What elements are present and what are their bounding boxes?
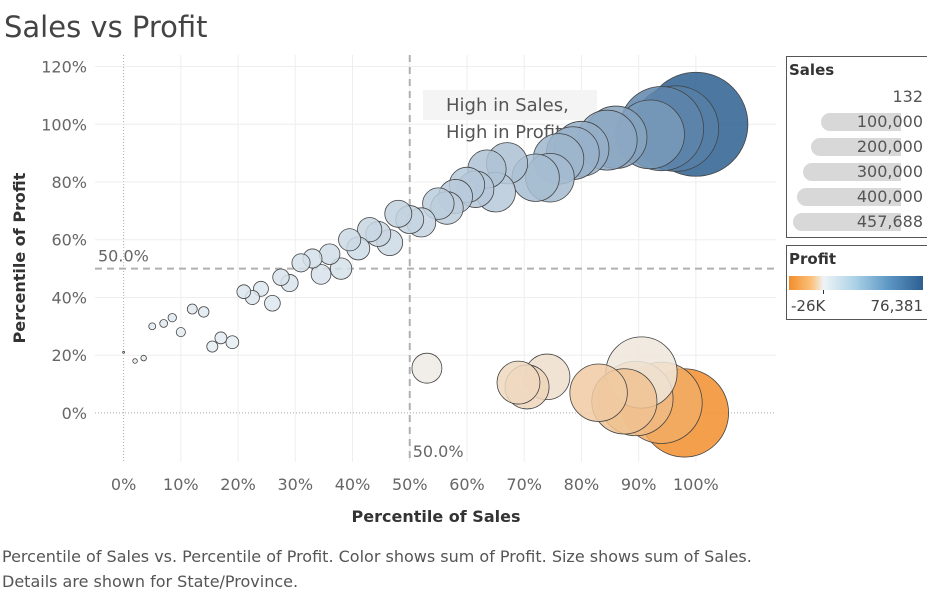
profit-color-legend[interactable]: Profit -26K 76,381 xyxy=(786,245,927,320)
y-tick-label: 60% xyxy=(51,231,87,250)
data-points xyxy=(122,71,749,458)
y-axis-title: Percentile of Profit xyxy=(10,172,29,343)
page-title: Sales vs Profit xyxy=(4,10,208,44)
size-legend-value: 132 xyxy=(892,87,923,106)
size-legend-value: 200,000 xyxy=(856,137,923,156)
x-tick-label: 40% xyxy=(335,475,371,494)
size-legend-bar xyxy=(803,163,901,181)
size-legend-bar xyxy=(811,138,901,156)
x-tick-label: 90% xyxy=(621,475,657,494)
scatter-chart: 50.0% 50.0% High in Sales, High in Profit… xyxy=(10,55,776,526)
data-point[interactable] xyxy=(291,253,311,273)
y-tick-label: 0% xyxy=(62,404,87,423)
x-tick-label: 20% xyxy=(220,475,256,494)
data-point[interactable] xyxy=(357,217,383,243)
data-point[interactable] xyxy=(272,268,290,286)
data-point[interactable] xyxy=(167,313,177,323)
chart-caption: Percentile of Sales vs. Percentile of Pr… xyxy=(2,547,752,591)
data-point[interactable] xyxy=(214,331,228,345)
data-point[interactable] xyxy=(310,264,332,285)
axis-ticks: 0% 10% 20% 30% 40% 50% 60% 70% 80% 90% 100% 0% 20% 40… xyxy=(41,58,719,494)
data-point[interactable] xyxy=(140,354,147,362)
data-point[interactable] xyxy=(175,327,186,338)
size-legend-bar xyxy=(797,188,901,206)
data-point[interactable] xyxy=(329,257,353,280)
annotation-line-1: High in Sales, xyxy=(446,95,569,116)
sales-size-legend[interactable]: Sales 132 100,000 200,000 300,000 400,00… xyxy=(786,56,927,238)
size-legend-bar xyxy=(793,213,901,231)
x-tick-label: 80% xyxy=(564,475,600,494)
annotation-line-2: High in Profit xyxy=(446,122,562,143)
size-legend-value: 300,000 xyxy=(856,162,923,181)
data-point[interactable] xyxy=(159,319,168,328)
data-point[interactable] xyxy=(186,303,198,315)
data-point[interactable] xyxy=(132,358,138,364)
size-legend-value: 457,688 xyxy=(856,212,923,231)
x-tick-label: 30% xyxy=(278,475,314,494)
size-legend-value: 100,000 xyxy=(856,112,923,131)
data-point[interactable] xyxy=(236,284,252,299)
x-tick-label: 10% xyxy=(163,475,199,494)
data-point[interactable] xyxy=(225,335,240,350)
x-tick-label: 0% xyxy=(111,475,136,494)
profit-legend-title: Profit xyxy=(789,250,836,268)
data-point[interactable] xyxy=(264,294,281,312)
sales-legend-title: Sales xyxy=(789,61,835,79)
data-point[interactable] xyxy=(148,322,157,331)
y-tick-label: 80% xyxy=(51,173,87,192)
profit-color-ramp xyxy=(789,276,923,290)
x-tick-label: 70% xyxy=(506,475,542,494)
x-reference-label: 50.0% xyxy=(413,442,464,461)
x-tick-label: 50% xyxy=(392,475,428,494)
annotation: High in Sales, High in Profit xyxy=(423,90,597,143)
data-point[interactable] xyxy=(122,350,126,354)
data-point[interactable] xyxy=(411,352,443,384)
data-point[interactable] xyxy=(569,363,628,422)
data-point[interactable] xyxy=(338,228,362,252)
size-legend-value: 400,000 xyxy=(856,187,923,206)
data-point[interactable] xyxy=(384,199,413,228)
x-tick-label: 100% xyxy=(673,475,719,494)
y-tick-label: 100% xyxy=(41,115,87,134)
profit-min-label: -26K xyxy=(791,297,826,315)
data-point[interactable] xyxy=(206,340,219,353)
annotation-background xyxy=(423,90,597,120)
y-tick-label: 120% xyxy=(41,58,87,77)
y-tick-label: 40% xyxy=(51,288,87,307)
profit-zero-marker xyxy=(823,290,824,294)
y-tick-label: 20% xyxy=(51,346,87,365)
profit-max-label: 76,381 xyxy=(870,297,924,315)
data-point[interactable] xyxy=(198,306,210,318)
y-reference-label: 50.0% xyxy=(98,247,149,266)
data-point[interactable] xyxy=(318,243,341,265)
x-axis-title: Percentile of Sales xyxy=(352,507,521,526)
reference-lines: 50.0% 50.0% xyxy=(95,55,776,462)
size-legend-bar xyxy=(821,113,901,131)
data-point[interactable] xyxy=(496,360,541,405)
x-tick-label: 60% xyxy=(449,475,485,494)
